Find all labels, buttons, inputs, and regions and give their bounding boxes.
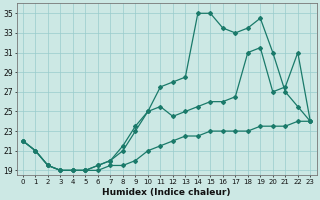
- X-axis label: Humidex (Indice chaleur): Humidex (Indice chaleur): [102, 188, 231, 197]
